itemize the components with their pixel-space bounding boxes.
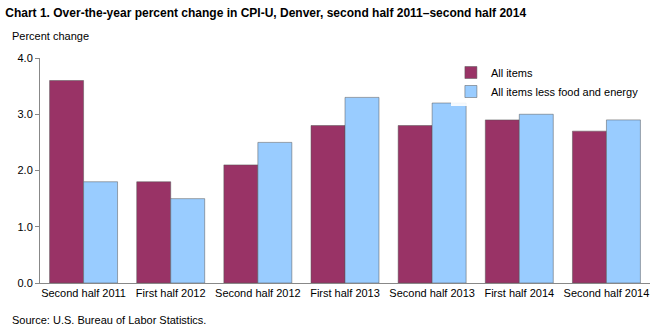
svg-text:4.0: 4.0 (18, 52, 33, 64)
svg-text:Second half 2014: Second half 2014 (564, 287, 650, 299)
svg-text:All items less food and energy: All items less food and energy (491, 86, 638, 98)
svg-text:Second half 2012: Second half 2012 (215, 287, 301, 299)
svg-text:Second half 2011: Second half 2011 (41, 287, 126, 299)
svg-text:1.0: 1.0 (18, 221, 33, 233)
svg-text:First half 2014: First half 2014 (484, 287, 554, 299)
svg-text:First half 2013: First half 2013 (310, 287, 380, 299)
svg-text:Source: U.S. Bureau of Labor S: Source: U.S. Bureau of Labor Statistics. (12, 314, 206, 326)
svg-text:2.0: 2.0 (18, 164, 33, 176)
svg-text:0.0: 0.0 (18, 277, 33, 289)
svg-text:3.0: 3.0 (18, 108, 33, 120)
svg-text:First half 2012: First half 2012 (136, 287, 206, 299)
svg-text:Second half 2013: Second half 2013 (389, 287, 475, 299)
svg-text:Percent change: Percent change (12, 30, 89, 42)
svg-text:All items: All items (491, 67, 533, 79)
svg-text:Chart 1. Over-the-year percent: Chart 1. Over-the-year percent change in… (5, 6, 526, 20)
